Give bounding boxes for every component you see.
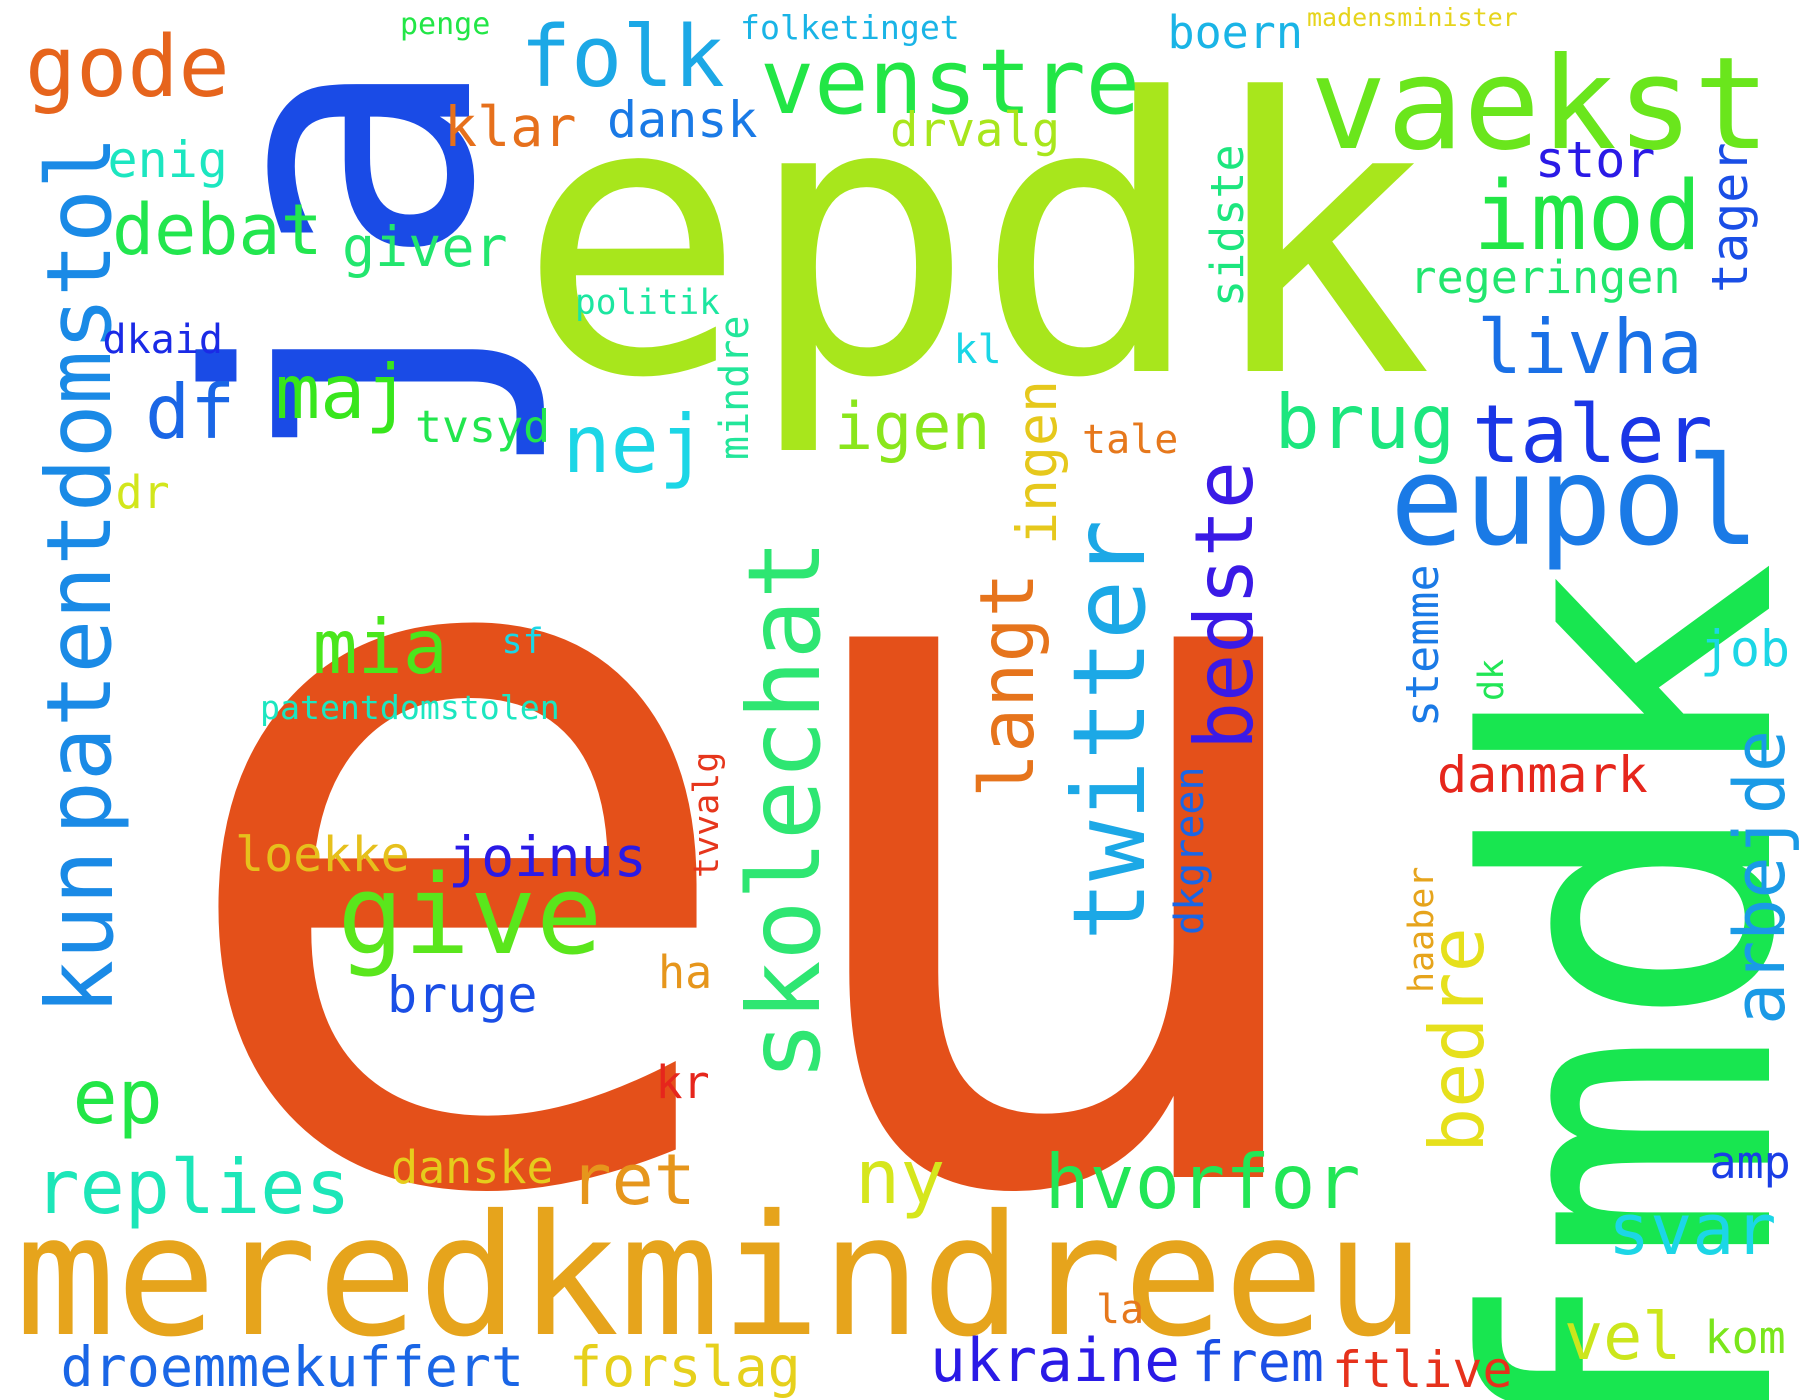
word-bedste: bedste xyxy=(1178,460,1271,750)
word-sf: sf xyxy=(501,622,544,662)
word-politik: politik xyxy=(575,282,720,323)
word-kr: kr xyxy=(655,1056,710,1109)
word-tvvalg: tvvalg xyxy=(687,751,727,878)
word-klar: klar xyxy=(444,95,577,159)
word-droemmekuffert: droemmekuffert xyxy=(60,1335,525,1399)
word-nej: nej xyxy=(562,398,708,491)
word-replies: replies xyxy=(34,1143,351,1231)
word-danske: danske xyxy=(391,1141,554,1194)
word-enig: enig xyxy=(107,131,228,189)
word-amp: amp xyxy=(1709,1136,1791,1189)
word-livha: livha xyxy=(1477,303,1703,391)
word-la: la xyxy=(1096,1287,1145,1333)
word-haaber: haaber xyxy=(1402,866,1442,993)
word-taler: taler xyxy=(1472,388,1713,481)
word-loekke: loekke xyxy=(235,827,410,883)
word-epdk: epdk xyxy=(517,18,1433,461)
word-debat: debat xyxy=(112,189,323,271)
word-sidste: sidste xyxy=(1201,143,1254,307)
word-ret: ret xyxy=(569,1139,696,1221)
word-kom: kom xyxy=(1704,1311,1786,1364)
word-penge: penge xyxy=(400,7,491,42)
word-boern: boern xyxy=(1167,6,1303,59)
word-give: give xyxy=(337,851,603,979)
word-drvalg: drvalg xyxy=(890,102,1061,158)
word-kl: kl xyxy=(953,327,1002,373)
word-madensminister: madensminister xyxy=(1307,3,1518,32)
word-ingen: ingen xyxy=(1005,380,1069,545)
word-tager: tager xyxy=(1701,142,1759,293)
word-venstre: venstre xyxy=(760,29,1141,135)
word-patentdomstolen: patentdomstolen xyxy=(260,688,560,727)
word-mia: mia xyxy=(312,603,448,691)
word-regeringen: regeringen xyxy=(1409,251,1681,304)
word-dansk: dansk xyxy=(607,91,758,149)
word-meredkmindreeu: meredkmindreeu xyxy=(15,1180,1426,1374)
word-job: job xyxy=(1700,620,1790,678)
word-brug: brug xyxy=(1274,378,1456,466)
word-giver: giver xyxy=(342,215,508,279)
word-vaekst: vaekst xyxy=(1310,30,1771,179)
word-dkgreen: dkgreen xyxy=(1167,765,1213,935)
word-bruge: bruge xyxy=(387,966,538,1024)
word-hvorfor: hvorfor xyxy=(1044,1138,1361,1226)
word-ftlive: ftlive xyxy=(1332,1341,1513,1399)
word-tvsyd: tvsyd xyxy=(415,400,551,453)
word-arbejde: arbejde xyxy=(1719,729,1800,1025)
word-folketinget: folketinget xyxy=(740,8,960,47)
word-ukraine: ukraine xyxy=(930,1325,1180,1395)
word-dr: dr xyxy=(115,466,170,519)
word-mindre: mindre xyxy=(712,315,758,461)
word-dkaid: dkaid xyxy=(102,317,223,363)
word-danmark: danmark xyxy=(1437,746,1648,804)
word-imod: imod xyxy=(1473,162,1702,272)
word-langt: langt xyxy=(963,572,1051,798)
word-ha: ha xyxy=(658,946,713,999)
word-ep: ep xyxy=(72,1053,163,1141)
word-twitter: twitter xyxy=(1051,519,1168,941)
word-svar: svar xyxy=(1608,1189,1777,1271)
word-eu: eu xyxy=(159,259,1352,1400)
word-eupol: eupol xyxy=(1390,430,1760,573)
word-frem: frem xyxy=(1191,1330,1324,1394)
word-maj: maj xyxy=(275,348,411,436)
word-stor: stor xyxy=(1535,131,1656,189)
word-skolechat: skolechat xyxy=(726,539,843,1081)
word-tale: tale xyxy=(1082,417,1179,463)
word-vel: vel xyxy=(1564,1300,1682,1375)
word-gode: gode xyxy=(25,18,230,117)
word-joinus: joinus xyxy=(448,825,647,889)
word-folk: folk xyxy=(520,8,725,107)
word-kun: kun xyxy=(26,849,134,1015)
word-igen: igen xyxy=(834,390,991,465)
word-df: df xyxy=(145,368,236,456)
word-stemme: stemme xyxy=(1396,563,1449,727)
word-forslag: forslag xyxy=(569,1335,801,1399)
word-ny: ny xyxy=(855,1133,946,1221)
word-dk: dk xyxy=(1472,658,1512,701)
